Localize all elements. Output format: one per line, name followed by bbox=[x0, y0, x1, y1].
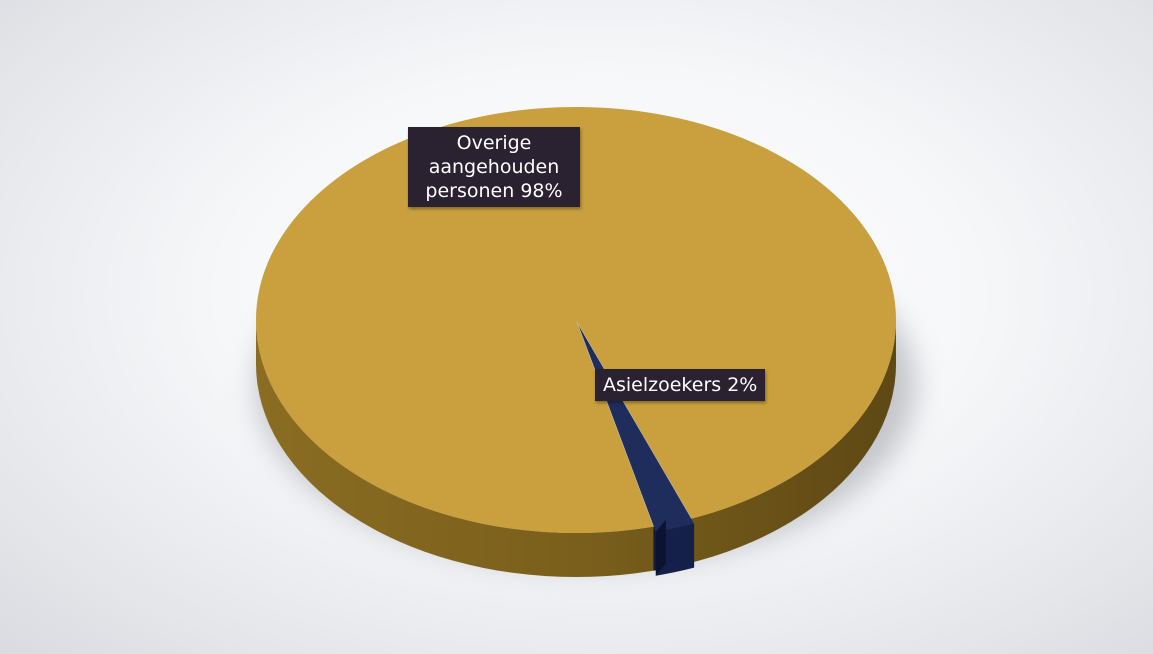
data-label-other: Overige aangehouden personen 98% bbox=[408, 127, 580, 207]
slice-other bbox=[255, 107, 896, 534]
pie-side bbox=[256, 320, 896, 577]
data-label-asylum: Asielzoekers 2% bbox=[595, 369, 766, 401]
slice-end-asylum bbox=[655, 519, 666, 576]
